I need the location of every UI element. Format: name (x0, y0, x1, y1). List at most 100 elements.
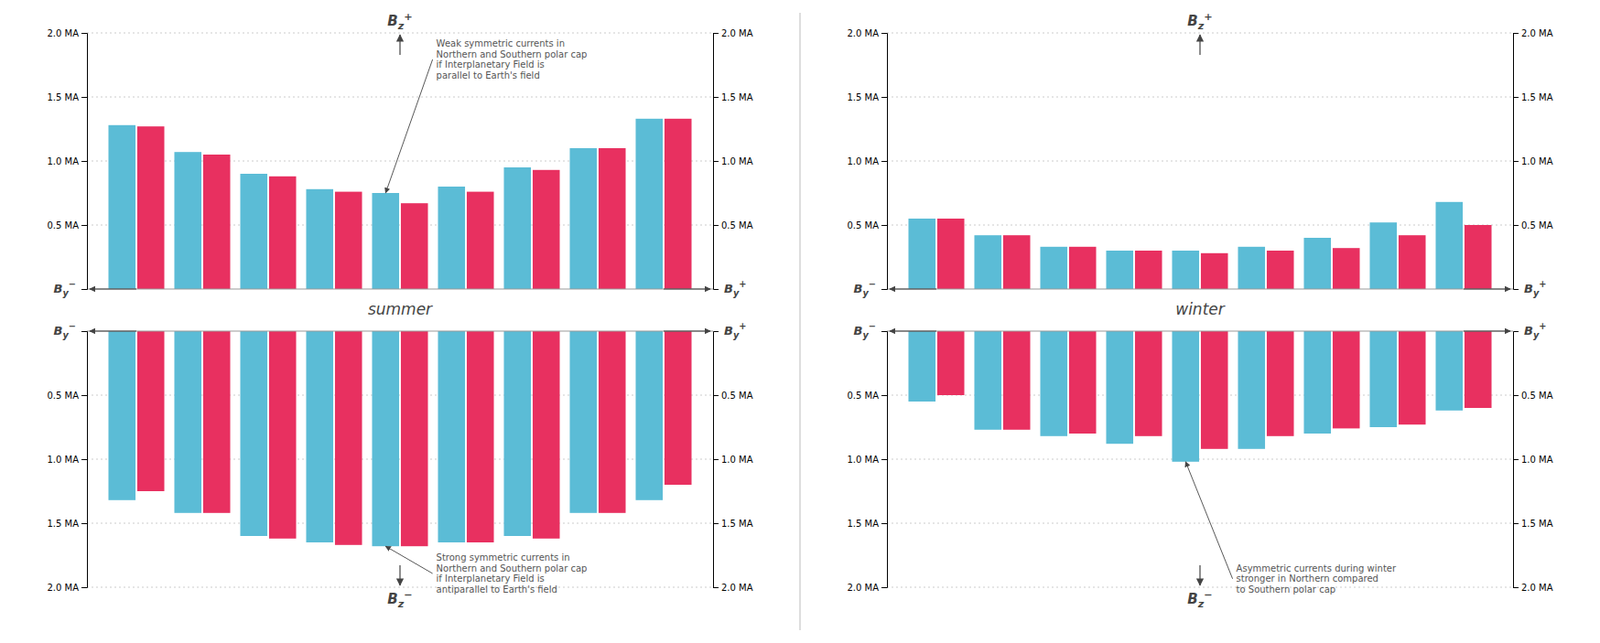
annotation-arrow (385, 59, 433, 194)
bar (1369, 331, 1397, 428)
y-tick-label: 1.0 MA (1521, 156, 1554, 167)
panel: 0.5 MA1.0 MA1.5 MA2.0 MA0.5 MA1.0 MA1.5 … (46, 321, 753, 611)
bar (973, 235, 1002, 290)
bar (908, 218, 936, 290)
y-tick: 0.5 MA (846, 220, 887, 231)
bar (569, 331, 597, 514)
y-tick-label: 0.5 MA (1521, 390, 1554, 401)
bar (173, 331, 202, 514)
bar (269, 331, 297, 540)
y-tick-label: 0.5 MA (46, 390, 79, 401)
by-label: By− (54, 321, 76, 341)
y-tick: 2.0 MA (846, 583, 887, 594)
y-tick-mark (881, 587, 887, 589)
y-axis-right: 0.5 MA1.0 MA1.5 MA2.0 MA (1513, 28, 1554, 291)
bar (1105, 250, 1134, 290)
bar (1200, 253, 1229, 290)
by-arrow (89, 289, 137, 291)
baseline (886, 331, 1514, 333)
y-tick-label: 1.5 MA (846, 92, 879, 103)
bar (664, 331, 692, 486)
y-tick: 2.0 MA (46, 28, 87, 39)
y-tick-mark (881, 395, 887, 397)
by-label: By+ (1524, 321, 1546, 341)
bz-label: Bz− (1187, 589, 1212, 611)
by-arrow (1463, 331, 1511, 333)
y-tick-mark (1513, 459, 1519, 461)
y-axis-left: 0.5 MA1.0 MA1.5 MA2.0 MA (846, 28, 887, 291)
y-axis-domain (881, 33, 888, 291)
by-label: By− (854, 279, 876, 299)
y-tick-mark (881, 225, 887, 227)
by-arrow (889, 289, 937, 291)
y-tick: 2.0 MA (1513, 583, 1554, 594)
bar (1266, 250, 1295, 290)
by-label: By− (854, 321, 876, 341)
y-tick: 1.0 MA (46, 454, 87, 465)
y-tick-label: 1.5 MA (1521, 92, 1554, 103)
bar (1369, 222, 1397, 290)
y-axis-left: 0.5 MA1.0 MA1.5 MA2.0 MA (46, 28, 87, 291)
bar (635, 331, 663, 501)
bar (466, 192, 495, 290)
bars (108, 118, 692, 290)
y-tick-mark (713, 395, 719, 397)
y-tick-label: 2.0 MA (721, 583, 754, 594)
bar (1266, 331, 1295, 437)
annotation: Strong symmetric currents inNorthern and… (436, 552, 588, 595)
bar (466, 331, 495, 543)
y-tick-label: 0.5 MA (846, 220, 879, 231)
series (137, 118, 692, 290)
y-tick-label: 2.0 MA (46, 583, 79, 594)
y-tick: 1.0 MA (46, 156, 87, 167)
y-tick-mark (1513, 225, 1519, 227)
bar (1435, 202, 1463, 290)
bz-label: Bz− (387, 589, 412, 611)
y-tick-label: 1.5 MA (721, 518, 754, 530)
y-tick: 1.5 MA (46, 518, 87, 530)
y-tick: 1.5 MA (713, 92, 754, 103)
y-tick: 0.5 MA (1513, 390, 1554, 401)
y-tick: 2.0 MA (1513, 28, 1554, 39)
chart: 0.5 MA1.0 MA1.5 MA2.0 MA0.5 MA1.0 MA1.5 … (0, 0, 1600, 643)
y-tick-mark (1513, 97, 1519, 98)
bar (173, 151, 202, 290)
y-tick-label: 1.5 MA (721, 92, 754, 103)
bar (1435, 331, 1463, 411)
baseline (86, 289, 714, 291)
series (908, 202, 1463, 290)
bar (1069, 247, 1097, 290)
y-tick-mark (881, 97, 887, 98)
by-arrow (663, 289, 711, 291)
bar (1398, 331, 1427, 425)
y-tick-mark (81, 587, 87, 589)
y-axis-domain (81, 332, 88, 589)
grid-line (86, 32, 714, 34)
by-label: By− (54, 279, 76, 299)
y-tick-label: 2.0 MA (1521, 28, 1554, 39)
series (908, 331, 1463, 463)
bar (532, 331, 561, 540)
bar (400, 331, 429, 547)
y-tick: 1.5 MA (846, 92, 887, 103)
grid-line (886, 32, 1514, 34)
y-tick-mark (881, 459, 887, 461)
y-axis-left: 0.5 MA1.0 MA1.5 MA2.0 MA (846, 332, 887, 594)
y-tick: 0.5 MA (713, 390, 754, 401)
bz-label: Bz+ (1187, 10, 1212, 33)
y-tick-label: 1.5 MA (46, 92, 79, 103)
bar (1237, 247, 1265, 290)
y-tick-label: 1.0 MA (46, 454, 79, 465)
baseline (886, 289, 1514, 291)
y-tick-label: 1.0 MA (1521, 454, 1554, 465)
by-label: By+ (1524, 279, 1546, 299)
y-tick-mark (713, 32, 719, 34)
bar (1135, 331, 1163, 437)
y-tick: 1.0 MA (713, 156, 754, 167)
bar (908, 331, 936, 402)
y-tick-mark (713, 225, 719, 227)
bar (1464, 225, 1492, 290)
y-tick-label: 1.5 MA (846, 518, 879, 530)
y-tick-label: 1.5 MA (1521, 518, 1554, 530)
y-tick-mark (881, 32, 887, 34)
